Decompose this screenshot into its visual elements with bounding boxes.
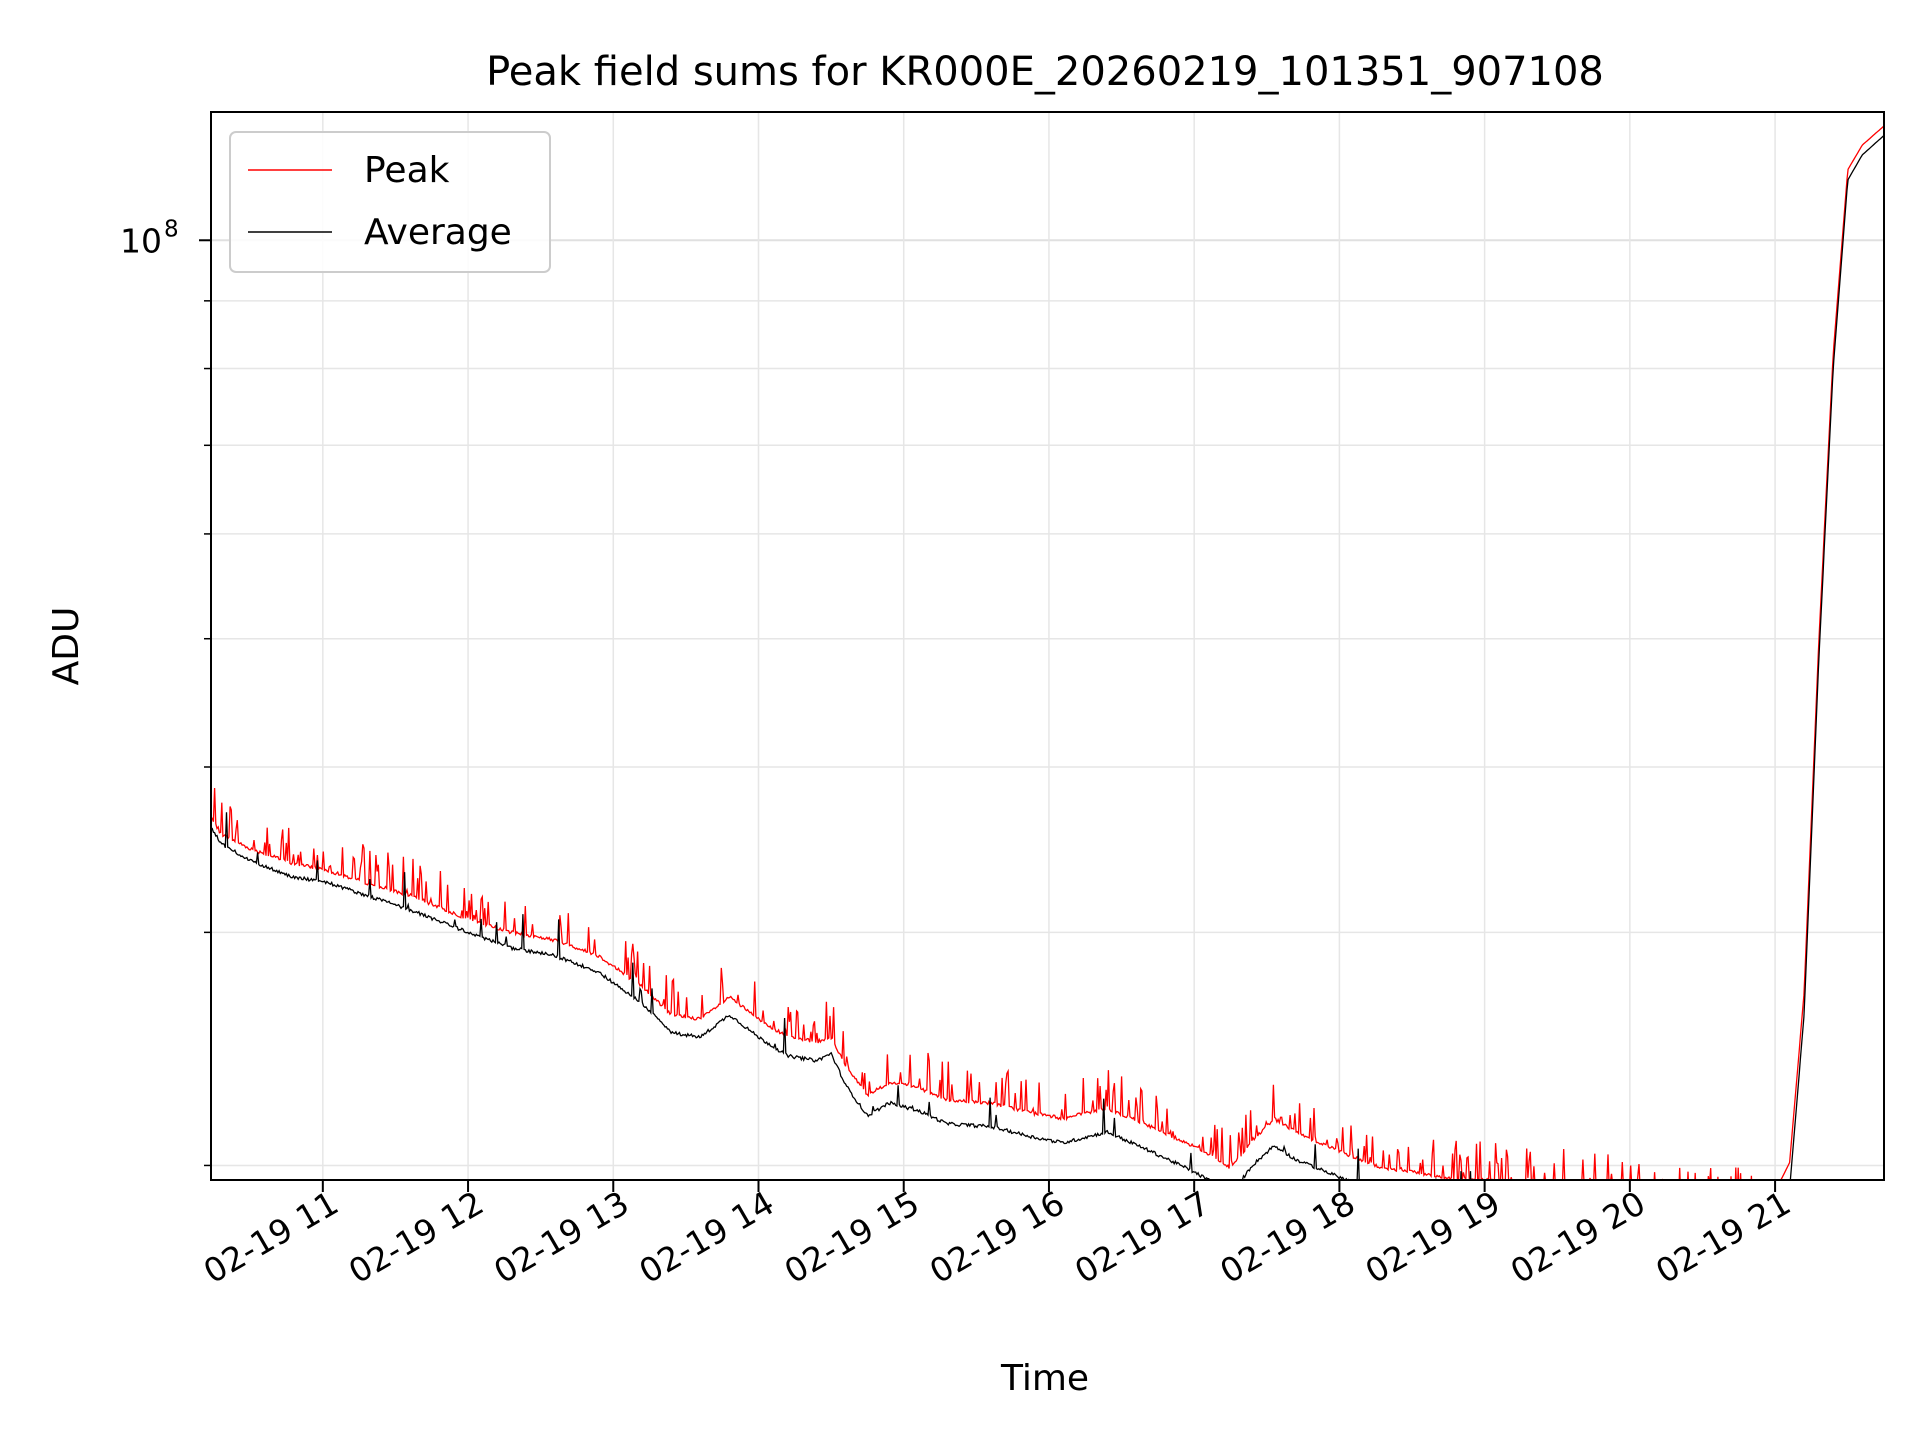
series-line-average <box>211 135 1884 1180</box>
legend-label-average: Average <box>364 212 512 253</box>
series-line-peak <box>211 125 1884 1180</box>
x-axis-label: Time <box>1000 1358 1089 1399</box>
series-layer <box>211 125 1884 1180</box>
y-axis: 10 8 <box>120 216 211 1167</box>
legend-label-peak: Peak <box>364 150 450 191</box>
y-tick-label: 10 <box>120 221 162 260</box>
plot-frame <box>210 111 1885 1181</box>
y-axis-label: ADU <box>46 607 87 686</box>
legend-box <box>229 131 551 273</box>
chart-title: Peak field sums for KR000E_20260219_1013… <box>486 49 1604 95</box>
y-tick-label-exponent: 8 <box>164 216 179 242</box>
legend: Peak Average <box>229 131 551 273</box>
